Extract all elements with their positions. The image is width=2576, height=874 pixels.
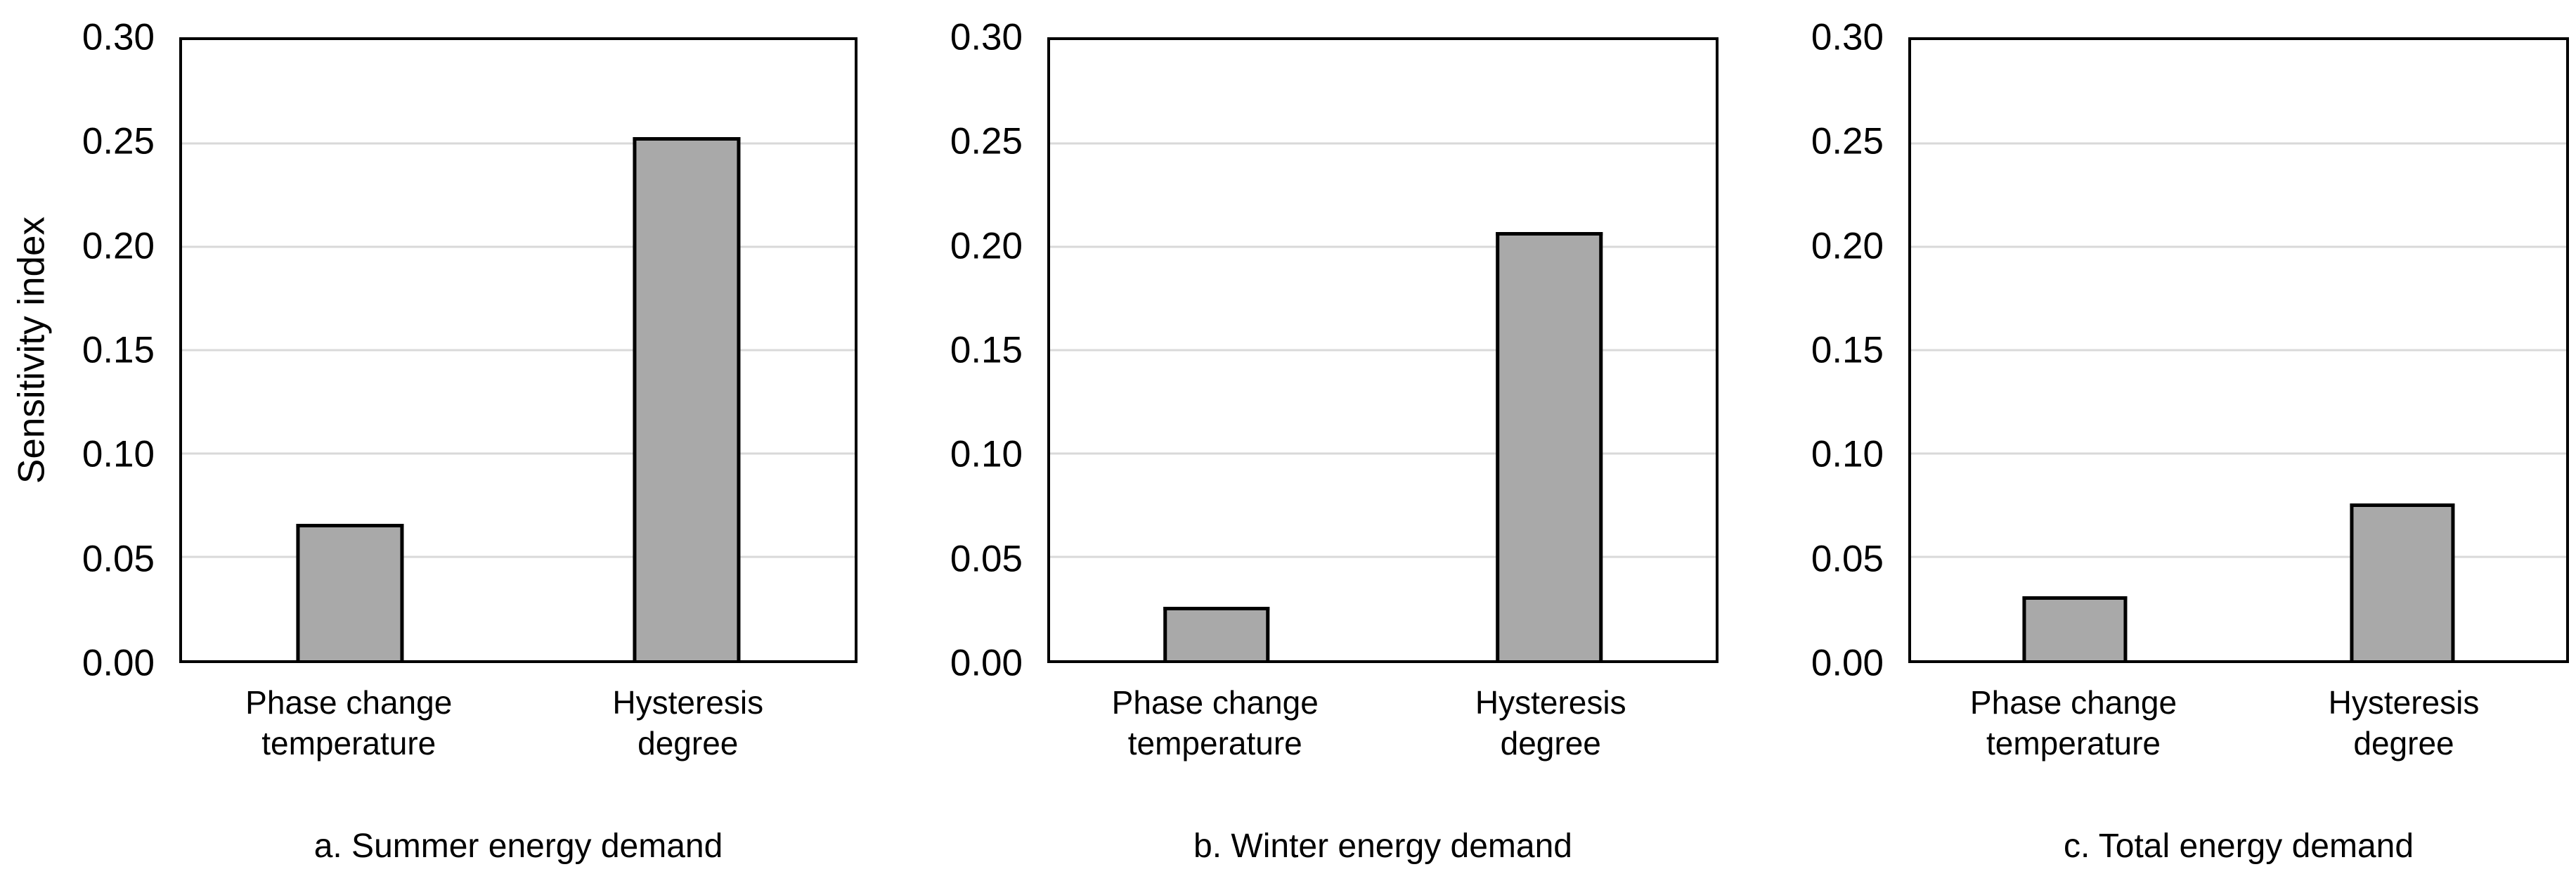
y-tick-label: 0.30 <box>950 16 1023 58</box>
gridline <box>1911 452 2566 455</box>
plot-area <box>179 37 857 663</box>
chart-caption: c. Total energy demand <box>2063 828 2414 865</box>
y-tick-label: 0.25 <box>1811 120 1884 162</box>
x-category-label: Hysteresis degree <box>2328 684 2480 761</box>
y-axis-ticks: 0.00 0.05 0.10 0.15 0.20 0.25 0.30 <box>928 17 1047 684</box>
gridline <box>182 349 855 352</box>
x-axis-labels: Phase change temperature Hysteresis degre… <box>1908 683 2569 788</box>
gridline <box>1911 245 2566 248</box>
gridline <box>182 245 855 248</box>
bar <box>1163 606 1270 660</box>
gridline <box>1911 349 2566 352</box>
gridline <box>1911 142 2566 145</box>
gridline <box>182 555 855 558</box>
y-tick-label: 0.00 <box>82 642 155 684</box>
gridline <box>1050 349 1716 352</box>
bar <box>2022 596 2128 660</box>
x-axis-labels: Phase change temperature Hysteresis degre… <box>179 683 857 788</box>
plot-area <box>1047 37 1719 663</box>
gridline <box>1050 452 1716 455</box>
y-tick-label: 0.15 <box>950 329 1023 371</box>
plot-wrapper: 0.00 0.05 0.10 0.15 0.20 0.25 0.30 <box>60 17 857 684</box>
y-tick-label: 0.10 <box>1811 433 1884 475</box>
plot-wrapper: 0.00 0.05 0.10 0.15 0.20 0.25 0.30 <box>1789 17 2569 684</box>
y-axis-title-column: Sensitivity index <box>4 0 60 874</box>
x-category-label: Phase change temperature <box>1111 684 1319 761</box>
bar <box>1496 232 1603 660</box>
y-tick-label: 0.30 <box>82 16 155 58</box>
chart-winter-energy-demand: 0.00 0.05 0.10 0.15 0.20 0.25 0.30 Phase chang… <box>928 0 1719 874</box>
x-category-label: Phase change temperature <box>245 684 453 761</box>
gridline <box>1050 555 1716 558</box>
y-tick-label: 0.30 <box>1811 16 1884 58</box>
chart-column: 0.00 0.05 0.10 0.15 0.20 0.25 0.30 Phase chang… <box>60 0 857 874</box>
bar <box>296 523 404 660</box>
y-tick-label: 0.10 <box>950 433 1023 475</box>
y-tick-label: 0.00 <box>1811 642 1884 684</box>
gridline <box>1911 555 2566 558</box>
y-axis-title: Sensitivity index <box>11 217 53 484</box>
y-tick-label: 0.00 <box>950 642 1023 684</box>
x-axis-labels: Phase change temperature Hysteresis degre… <box>1047 683 1719 788</box>
x-category-label: Hysteresis degree <box>1475 684 1626 761</box>
chart-total-energy-demand: 0.00 0.05 0.10 0.15 0.20 0.25 0.30 Phase chang… <box>1789 0 2569 874</box>
chart-column: 0.00 0.05 0.10 0.15 0.20 0.25 0.30 Phase chang… <box>1789 0 2569 874</box>
y-tick-label: 0.20 <box>1811 225 1884 267</box>
bar <box>2350 503 2455 660</box>
x-category-label: Phase change temperature <box>1969 684 2177 761</box>
x-category-label: Hysteresis degree <box>612 684 764 761</box>
chart-column: 0.00 0.05 0.10 0.15 0.20 0.25 0.30 Phase chang… <box>928 0 1719 874</box>
y-tick-label: 0.15 <box>1811 329 1884 371</box>
y-tick-label: 0.20 <box>82 225 155 267</box>
chart-caption: b. Winter energy demand <box>1193 828 1572 865</box>
y-tick-label: 0.10 <box>82 433 155 475</box>
chart-caption: a. Summer energy demand <box>313 828 723 865</box>
gridline <box>182 142 855 145</box>
gridline <box>1050 142 1716 145</box>
bar <box>633 137 741 660</box>
y-tick-label: 0.15 <box>82 329 155 371</box>
y-tick-label: 0.05 <box>1811 538 1884 580</box>
plot-wrapper: 0.00 0.05 0.10 0.15 0.20 0.25 0.30 <box>928 17 1719 684</box>
plot-area <box>1908 37 2569 663</box>
y-tick-label: 0.25 <box>950 120 1023 162</box>
y-tick-label: 0.20 <box>950 225 1023 267</box>
chart-summer-energy-demand: Sensitivity index 0.00 0.05 0.10 0.15 0.20 0.… <box>4 0 857 874</box>
gridline <box>182 452 855 455</box>
gridline <box>1050 245 1716 248</box>
y-tick-label: 0.05 <box>82 538 155 580</box>
y-tick-label: 0.05 <box>950 538 1023 580</box>
y-tick-label: 0.25 <box>82 120 155 162</box>
y-axis-ticks: 0.00 0.05 0.10 0.15 0.20 0.25 0.30 <box>1789 17 1908 684</box>
y-axis-ticks: 0.00 0.05 0.10 0.15 0.20 0.25 0.30 <box>60 17 179 684</box>
